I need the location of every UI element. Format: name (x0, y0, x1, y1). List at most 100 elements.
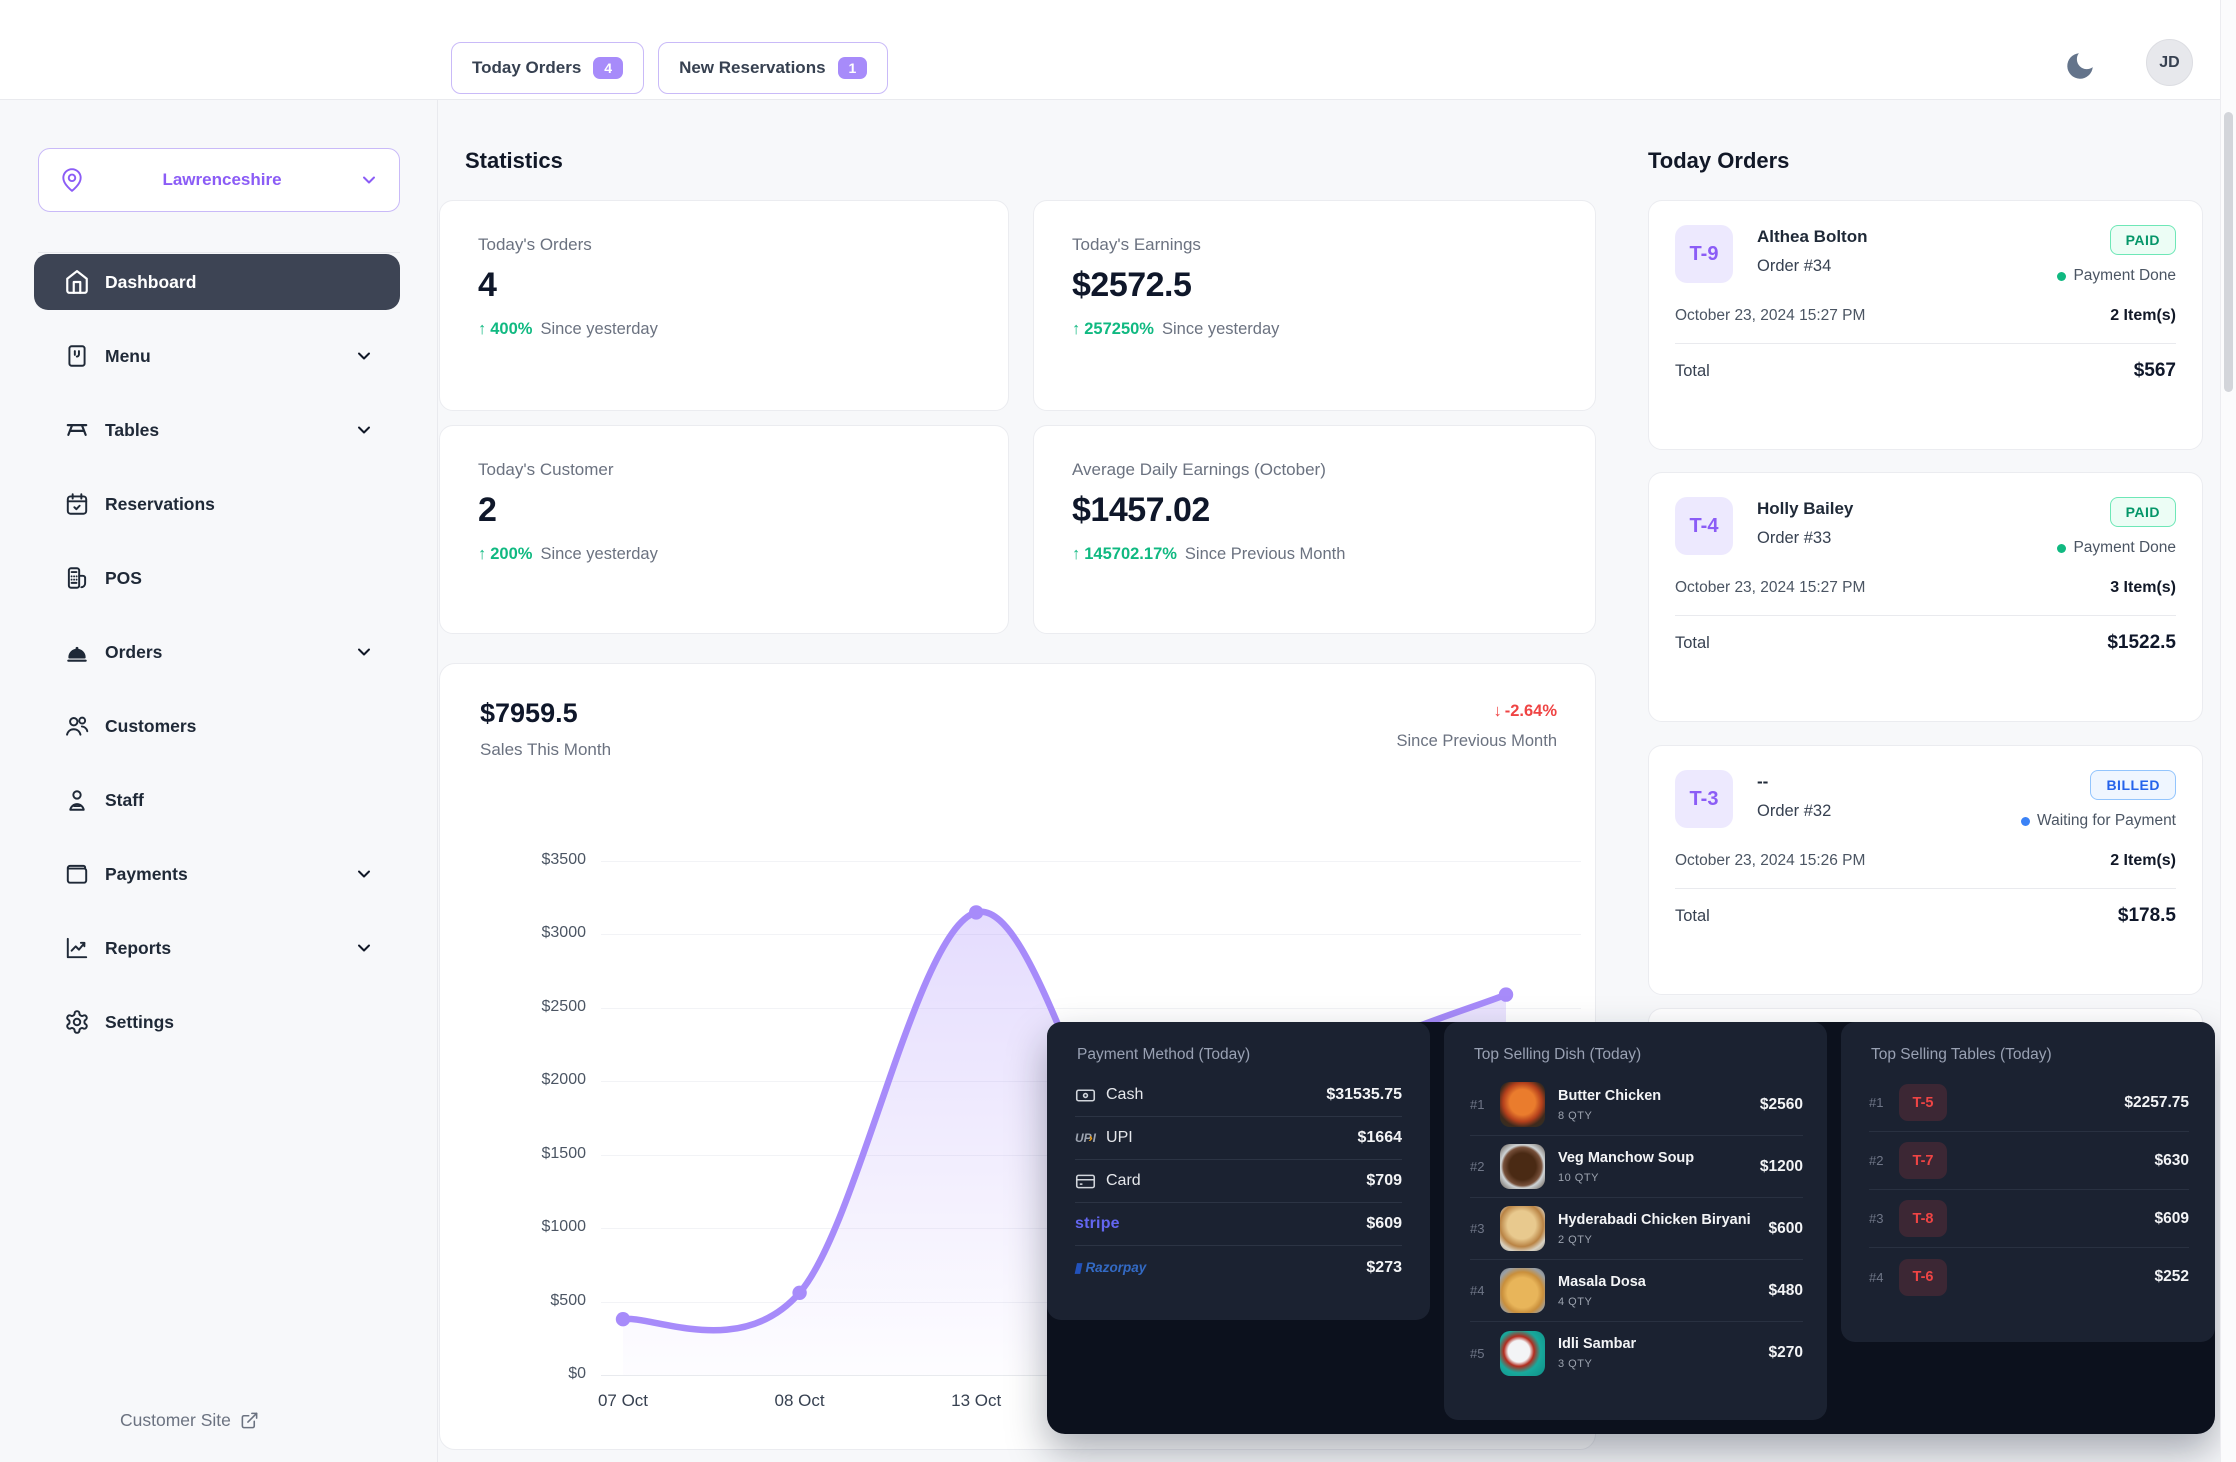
dish-info: Masala Dosa 4 QTY (1558, 1274, 1646, 1308)
dish-info: Butter Chicken 8 QTY (1558, 1088, 1661, 1122)
wallet-icon (64, 861, 90, 887)
report-chart-icon (64, 935, 90, 961)
chart-gridline (601, 861, 1581, 862)
data-point (969, 905, 984, 920)
stat-label: Today's Earnings (1072, 235, 1201, 254)
sales-delta-suffix: Since Previous Month (1396, 732, 1558, 750)
dish-name: Idli Sambar (1558, 1336, 1637, 1352)
table-amount: $2257.75 (2124, 1093, 2189, 1111)
payment-method-label: UPI (1106, 1129, 1133, 1146)
stat-value: $1457.02 (1072, 491, 1210, 529)
order-total-label: Total (1675, 633, 1710, 652)
sidebar-item-tables[interactable]: Tables (34, 402, 400, 458)
chevron-down-icon (359, 170, 379, 190)
up-arrow-icon: ↑ (478, 545, 487, 563)
stripe-logo: stripe (1075, 1215, 1120, 1232)
order-card-header: T-3 -- Order #32 BILLED Waiting for Payment (1675, 770, 2176, 830)
dish-name: Masala Dosa (1558, 1273, 1646, 1290)
sidebar-item-dashboard[interactable]: Dashboard (34, 254, 400, 310)
customer-name: -- (1757, 772, 1769, 791)
data-point (615, 1312, 631, 1327)
dish-photo (1500, 1206, 1545, 1251)
sidebar-item-reservations[interactable]: Reservations (34, 476, 400, 532)
up-arrow-icon: ↑ (478, 320, 487, 338)
today-orders-button[interactable]: Today Orders 4 (451, 42, 645, 94)
new-reservations-button[interactable]: New Reservations 1 (658, 42, 889, 94)
sidebar-item-settings[interactable]: Settings (34, 994, 400, 1050)
sidebar-item-orders[interactable]: Orders (34, 624, 400, 680)
top-dish-row: #2 Veg Manchow Soup 10 QTY $1200 (1470, 1136, 1803, 1198)
status-badge: PAID (2109, 225, 2176, 255)
sidebar-item-menu[interactable]: Menu (34, 328, 400, 384)
sidebar-item-label: Settings (105, 1011, 175, 1032)
sidebar-item-label: Payments (105, 863, 188, 884)
order-total-value: $567 (2133, 360, 2176, 381)
order-identity: Althea Bolton Order #34 (1757, 225, 1868, 285)
dark-mode-moon-icon[interactable] (2062, 48, 2098, 84)
sidebar-item-staff[interactable]: Staff (34, 772, 400, 828)
top-selling-tables-title: Top Selling Tables (Today) (1871, 1046, 2052, 1063)
stat-value: 4 (478, 266, 497, 304)
order-items-count: 2 Item(s) (2110, 852, 2176, 869)
chevron-down-icon (354, 346, 374, 366)
top-table-row: #2 T-7 $630 (1869, 1132, 2189, 1190)
order-status: PAID Payment Done (2057, 497, 2176, 557)
stat-delta-value: 145702.17% (1084, 545, 1177, 563)
scrollbar-track[interactable] (2220, 0, 2236, 1462)
order-card[interactable]: T-4 Holly Bailey Order #33 PAID Payment Done… (1648, 472, 2203, 722)
payment-method-row: UP › I UPI $1664 (1075, 1117, 1402, 1160)
calendar-check-icon (64, 491, 90, 517)
top-dish-row: #5 Idli Sambar 3 QTY $270 (1470, 1322, 1803, 1384)
order-card[interactable]: T-9 Althea Bolton Order #34 PAID Payment Don… (1648, 200, 2203, 450)
table-badge: T-4 (1675, 497, 1733, 555)
external-link-icon (240, 1411, 259, 1430)
sidebar-nav: Dashboard Menu Tables Reservations POS Orders… (34, 254, 400, 1050)
dish-name: Butter Chicken (1558, 1087, 1662, 1104)
users-icon (64, 713, 90, 739)
chart-gridline (601, 1007, 1581, 1009)
sidebar-item-payments[interactable]: Payments (34, 846, 400, 902)
order-total-row: Total $567 (1675, 360, 2176, 382)
sidebar-item-customers[interactable]: Customers (34, 698, 400, 754)
down-arrow-icon: ↓ (1493, 702, 1502, 720)
sidebar-item-label: Dashboard (105, 271, 197, 292)
table-badge: T-7 (1899, 1142, 1947, 1179)
stat-delta: ↑ 257250% Since yesterday (1072, 320, 1557, 339)
chart-gridline (601, 934, 1581, 936)
order-divider (1675, 615, 2176, 616)
credit-card-icon (1075, 1171, 1096, 1192)
stat-value: $2572.5 (1072, 266, 1192, 304)
customer-site-link[interactable]: Customer Site (120, 1410, 259, 1431)
dish-rank: #2 (1470, 1159, 1485, 1174)
dish-amount: $2560 (1759, 1095, 1803, 1113)
y-axis-tick-label: $2500 (541, 997, 587, 1015)
sidebar-item-label: Reports (105, 937, 172, 958)
payment-method-title: Payment Method (Today) (1077, 1046, 1251, 1063)
stat-label: Average Daily Earnings (October) (1072, 460, 1326, 479)
sidebar-item-label: POS (105, 567, 142, 588)
pos-terminal-icon (64, 565, 90, 591)
stat-value: 2 (478, 491, 497, 529)
header-buttons: Today Orders 4 New Reservations 1 (451, 42, 889, 94)
order-card-header: T-9 Althea Bolton Order #34 PAID Payment Don… (1675, 225, 2176, 285)
upi-logo: UP › I (1075, 1131, 1097, 1145)
table-rank: #3 (1869, 1211, 1884, 1226)
order-card[interactable]: T-3 -- Order #32 BILLED Waiting for Payment O… (1648, 745, 2203, 995)
data-point (1498, 987, 1514, 1002)
payment-method-row: ▮ Razorpay $273 (1074, 1246, 1402, 1289)
cloche-icon (64, 639, 90, 665)
customer-site-label: Customer Site (120, 1410, 231, 1430)
sidebar-divider (437, 100, 438, 1462)
new-reservations-button-label: New Reservations (679, 58, 826, 77)
sidebar-item-reports[interactable]: Reports (34, 920, 400, 976)
sidebar-item-pos[interactable]: POS (34, 550, 400, 606)
status-note: Payment Done (2057, 267, 2176, 285)
gear-icon (64, 1009, 90, 1035)
table-badge: T-8 (1899, 1200, 1947, 1237)
dish-photo (1500, 1144, 1545, 1189)
location-selector[interactable]: Lawrenceshire (38, 148, 400, 212)
avatar[interactable]: JD (2146, 39, 2193, 86)
status-dot-icon (2021, 816, 2031, 826)
table-rank: #2 (1869, 1153, 1884, 1168)
scrollbar-thumb[interactable] (2224, 112, 2233, 392)
